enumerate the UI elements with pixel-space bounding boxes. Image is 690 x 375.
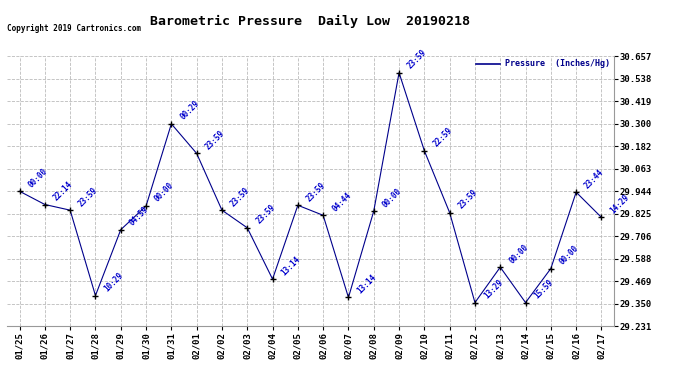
Text: 04:59: 04:59	[128, 205, 150, 228]
Text: 22:14: 22:14	[52, 180, 75, 203]
Text: Barometric Pressure  Daily Low  20190218: Barometric Pressure Daily Low 20190218	[150, 15, 471, 28]
Text: 04:44: 04:44	[330, 190, 353, 213]
Text: 00:00: 00:00	[381, 186, 404, 209]
Text: 00:00: 00:00	[558, 244, 580, 266]
Text: 23:44: 23:44	[583, 167, 606, 190]
Text: 13:14: 13:14	[355, 273, 378, 295]
Text: 22:59: 22:59	[431, 126, 454, 148]
Text: 10:29: 10:29	[102, 271, 125, 293]
Text: 23:59: 23:59	[406, 48, 428, 70]
Text: 14:29: 14:29	[609, 192, 631, 215]
Text: 23:59: 23:59	[229, 185, 252, 208]
Text: 23:59: 23:59	[254, 203, 277, 226]
Text: 23:59: 23:59	[457, 188, 480, 210]
Text: 23:59: 23:59	[305, 180, 328, 203]
Text: Pressure  (Inches/Hg): Pressure (Inches/Hg)	[505, 59, 610, 68]
Text: 00:00: 00:00	[26, 166, 49, 189]
Text: Copyright 2019 Cartronics.com: Copyright 2019 Cartronics.com	[7, 24, 141, 33]
Text: 00:29: 00:29	[178, 99, 201, 122]
Text: 13:29: 13:29	[482, 278, 504, 300]
Text: 23:59: 23:59	[77, 185, 100, 208]
Text: 15:59: 15:59	[533, 278, 555, 300]
Text: 00:00: 00:00	[507, 242, 530, 265]
Text: 13:14: 13:14	[279, 254, 302, 277]
Text: 23:59: 23:59	[204, 129, 226, 151]
Text: 00:00: 00:00	[153, 181, 176, 204]
